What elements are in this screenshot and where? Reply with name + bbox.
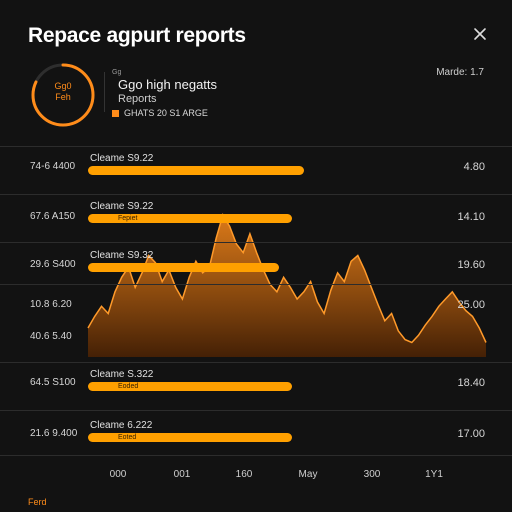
row-label: 74-6 4400 (30, 161, 76, 172)
gauge-line2: Feh (55, 92, 71, 102)
x-tick-label: May (298, 469, 318, 480)
bar-label: Cleame S9.22 (90, 201, 154, 212)
progress-bar (88, 263, 279, 272)
progress-bar (88, 214, 292, 223)
bar-label: Cleame S9.22 (90, 153, 154, 164)
gauge-line1: Gg0 (54, 81, 72, 91)
bar-caption: Eoted (118, 434, 137, 441)
row-divider (0, 362, 512, 363)
x-tick-label: 160 (235, 469, 253, 480)
row-divider (0, 455, 512, 456)
progress-bar (88, 166, 304, 175)
summary-prefix: Gg (112, 69, 122, 76)
bar-caption: Fepiet (118, 215, 138, 222)
bar-label: Cleame S9.32 (90, 250, 154, 261)
summary-subtitle: Reports (118, 93, 157, 105)
summary-divider (104, 72, 105, 112)
row-label: 40.6 5.40 (30, 331, 72, 342)
area-fill (88, 214, 486, 357)
gauge-arc (31, 63, 95, 127)
x-tick-label: 000 (109, 469, 127, 480)
row-divider (0, 410, 512, 411)
row-label: 67.6 A150 (30, 211, 76, 222)
footer-label: Ferd (28, 497, 47, 507)
row-divider (0, 242, 512, 243)
progress-bar (88, 433, 292, 442)
bar-label: Cleame 6.222 (90, 420, 153, 431)
summary-legend-text: GHATS 20 S1 ARGE (124, 108, 208, 118)
row-divider (0, 194, 512, 195)
summary-legend: GHATS 20 S1 ARGE (112, 108, 208, 118)
legend-swatch (112, 109, 119, 117)
page-title: Repace agpurt reports (28, 24, 246, 47)
close-icon[interactable] (472, 26, 488, 42)
progress-bar (88, 382, 292, 391)
x-tick-label: 001 (173, 469, 191, 480)
bar-label: Cleame S.322 (90, 369, 154, 380)
gauge-label: Gg0 Feh (30, 81, 96, 103)
meta-label: Marde: 1.7 (436, 67, 484, 78)
row-label: 29.6 S400 (30, 259, 76, 270)
row-divider (0, 284, 512, 285)
progress-gauge (31, 63, 95, 127)
summary-title: Ggo high negatts (118, 77, 218, 92)
row-value: 4.80 (463, 161, 485, 173)
row-value: 17.00 (457, 428, 485, 440)
row-value: 14.10 (457, 211, 485, 223)
row-value: 18.40 (457, 377, 485, 389)
x-tick-label: 300 (363, 469, 381, 480)
row-divider (0, 146, 512, 147)
row-label: 10.8 6.20 (30, 299, 72, 310)
area-line (87, 213, 487, 344)
row-value: 25.00 (457, 299, 485, 311)
row-label: 64.5 S100 (30, 377, 76, 388)
bar-caption: Eoded (118, 383, 139, 390)
x-tick-label: 1Y1 (425, 469, 443, 480)
row-label: 21.6 9.400 (30, 428, 78, 439)
row-value: 19.60 (457, 259, 485, 271)
